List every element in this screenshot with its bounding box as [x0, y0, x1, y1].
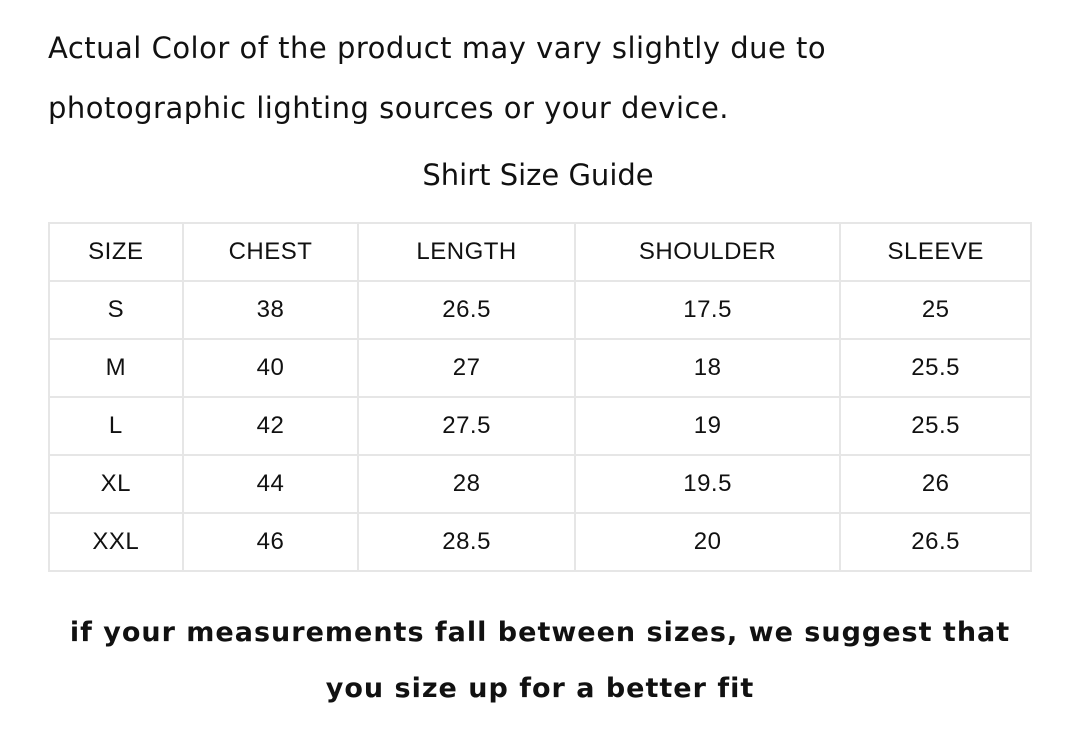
cell-sleeve: 25 [839, 280, 1032, 340]
cell-length: 27.5 [357, 396, 576, 456]
table-row: L 42 27.5 19 25.5 [48, 396, 1032, 456]
cell-chest: 40 [181, 338, 360, 398]
cell-shoulder: 20 [573, 512, 842, 572]
advice-line-2: you size up for a better fit [325, 673, 755, 704]
cell-length: 28 [357, 454, 576, 514]
cell-shoulder: 18 [573, 338, 842, 398]
cell-chest: 46 [181, 512, 360, 572]
cell-sleeve: 26.5 [839, 512, 1032, 572]
cell-length: 27 [357, 338, 576, 398]
header-sleeve: SLEEVE [839, 222, 1032, 282]
cell-sleeve: 26 [839, 454, 1032, 514]
header-size: SIZE [48, 222, 184, 282]
disclaimer-line-1: Actual Color of the product may vary sli… [48, 31, 827, 65]
cell-size: S [48, 280, 184, 340]
page-title: Shirt Size Guide [422, 158, 654, 192]
cell-shoulder: 19 [573, 396, 842, 456]
cell-size: XL [48, 454, 184, 514]
table-row: XXL 46 28.5 20 26.5 [48, 512, 1032, 572]
cell-chest: 44 [181, 454, 360, 514]
cell-length: 26.5 [357, 280, 576, 340]
cell-chest: 42 [181, 396, 360, 456]
table-row: XL 44 28 19.5 26 [48, 454, 1032, 514]
color-disclaimer: Actual Color of the product may vary sli… [48, 18, 1048, 138]
fit-advice: if your measurements fall between sizes,… [40, 605, 1040, 717]
header-shoulder: SHOULDER [573, 222, 842, 282]
cell-sleeve: 25.5 [839, 338, 1032, 398]
cell-chest: 38 [181, 280, 360, 340]
cell-shoulder: 17.5 [573, 280, 842, 340]
header-length: LENGTH [357, 222, 576, 282]
cell-shoulder: 19.5 [573, 454, 842, 514]
disclaimer-line-2: photographic lighting sources or your de… [48, 91, 730, 125]
cell-size: XXL [48, 512, 184, 572]
cell-size: L [48, 396, 184, 456]
size-table: SIZE CHEST LENGTH SHOULDER SLEEVE S 38 26.… [48, 222, 1032, 572]
cell-length: 28.5 [357, 512, 576, 572]
header-chest: CHEST [181, 222, 360, 282]
advice-line-1: if your measurements fall between sizes,… [69, 617, 1011, 648]
cell-sleeve: 25.5 [839, 396, 1032, 456]
table-row: M 40 27 18 25.5 [48, 338, 1032, 398]
table-header-row: SIZE CHEST LENGTH SHOULDER SLEEVE [48, 222, 1032, 282]
cell-size: M [48, 338, 184, 398]
table-row: S 38 26.5 17.5 25 [48, 280, 1032, 340]
